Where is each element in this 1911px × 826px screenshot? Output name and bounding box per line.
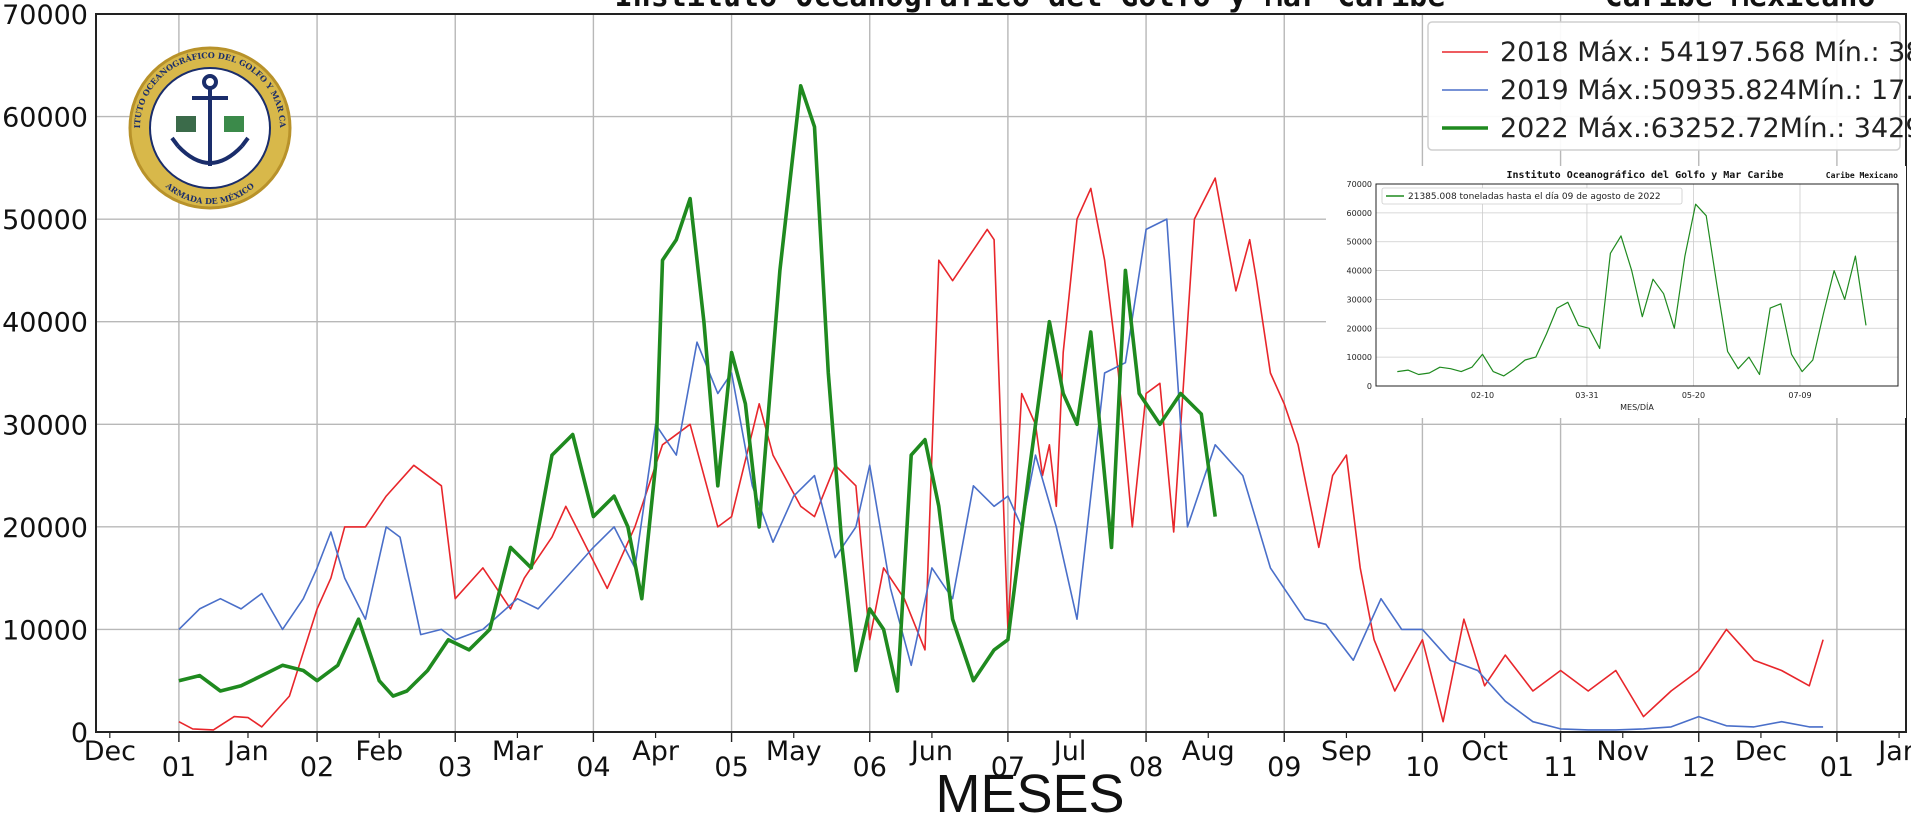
inset-chart: Instituto Oceanográfico del Golfo y Mar …: [1326, 166, 1906, 418]
x-minor-tick-label: Oct: [1461, 736, 1508, 767]
inset-legend-box: [1381, 187, 1683, 205]
inset-x-tick-label: 07-09: [1788, 391, 1811, 400]
x-minor-tick-label: Nov: [1596, 736, 1649, 767]
x-minor-tick-label: Dec: [1735, 736, 1787, 767]
x-major-tick-label: 01: [1820, 752, 1854, 783]
inset-y-tick-label: 40000: [1347, 267, 1372, 276]
inset-y-tick-label: 0: [1367, 382, 1372, 391]
x-minor-tick-label: Feb: [355, 736, 403, 767]
x-minor-tick-label: Dec: [84, 736, 136, 767]
x-major-tick-label: 04: [576, 752, 610, 783]
x-minor-tick-label: Apr: [632, 736, 680, 767]
x-minor-tick-label: Jul: [1052, 736, 1087, 767]
inset-x-tick-label: 02-10: [1471, 391, 1494, 400]
x-major-tick-label: 01: [162, 752, 196, 783]
legend-entry-label: 2019 Máx.:50935.824Mín.: 17.424: [1500, 75, 1911, 106]
inset-y-tick-label: 70000: [1347, 180, 1372, 189]
inset-series-line: [1397, 203, 1867, 377]
inset-x-tick-label: 03-31: [1575, 391, 1598, 400]
legend-entry-label: 2018 Máx.: 54197.568 Mín.: 38.016: [1500, 37, 1911, 68]
inset-legend-label: 21385.008 toneladas hasta el día 09 de a…: [1408, 192, 1661, 202]
legend: 2018 Máx.: 54197.568 Mín.: 38.016 2019 Má…: [1427, 21, 1911, 151]
logo: INSTITUTO OCEANOGRÁFICO DEL GOLFO Y MAR …: [128, 46, 292, 210]
x-major-tick-label: 09: [1267, 752, 1301, 783]
y-tick-label: 10000: [2, 615, 88, 646]
anchor-seal-icon: [170, 74, 250, 166]
y-tick-label: 70000: [2, 0, 88, 31]
inset-x-axis-label: MES/DÍA: [1620, 401, 1654, 412]
inset-subtitle: Caribe Mexicano: [1826, 170, 1898, 180]
inset-y-tick-label: 60000: [1347, 209, 1372, 218]
x-axis-label: MESES: [935, 764, 1124, 824]
x-major-tick-label: 03: [438, 752, 472, 783]
inset-y-tick-label: 30000: [1347, 295, 1372, 304]
inset-y-tick-label: 20000: [1347, 324, 1372, 333]
x-major-tick-label: 11: [1543, 752, 1577, 783]
x-major-tick-label: 12: [1682, 752, 1716, 783]
x-minor-tick-label: Sep: [1321, 736, 1372, 767]
x-minor-tick-label: May: [766, 736, 822, 767]
inset-title: Instituto Oceanográfico del Golfo y Mar …: [1507, 169, 1784, 181]
series-line-0: [178, 177, 1824, 731]
chart-subtitle: Caribe Mexicano: [1605, 0, 1876, 14]
x-major-tick-label: 02: [300, 752, 334, 783]
series-line-2: [178, 84, 1217, 698]
x-minor-tick-label: Jun: [909, 736, 953, 767]
inset-frame: [1375, 183, 1899, 387]
x-major-tick-label: 05: [714, 752, 748, 783]
x-minor-tick-label: Jan: [1876, 736, 1911, 767]
x-major-tick-label: 08: [1129, 752, 1163, 783]
y-tick-label: 0: [71, 718, 88, 749]
x-minor-tick-label: Mar: [492, 736, 544, 767]
y-tick-label: 30000: [2, 410, 88, 441]
chart-title: Instituto Oceanográfico del Golfo y Mar …: [615, 0, 1446, 14]
y-tick-label: 60000: [2, 103, 88, 134]
y-tick-label: 40000: [2, 308, 88, 339]
x-minor-tick-label: Jan: [225, 736, 269, 767]
x-major-tick-label: 06: [853, 752, 887, 783]
inset-y-tick-label: 50000: [1347, 238, 1372, 247]
inset-background: [1326, 166, 1906, 418]
inset-y-tick-label: 10000: [1347, 353, 1372, 362]
inset-x-tick-label: 05-20: [1682, 391, 1705, 400]
series-line-1: [178, 218, 1824, 731]
x-major-tick-label: 10: [1405, 752, 1439, 783]
legend-entry-label: 2022 Máx.:63252.72Mín.: 3429.072: [1500, 113, 1911, 144]
legend-box: [1427, 21, 1901, 151]
y-tick-label: 20000: [2, 513, 88, 544]
y-tick-label: 50000: [2, 205, 88, 236]
x-minor-tick-label: Aug: [1182, 736, 1235, 767]
x-major-tick-label: 07: [991, 752, 1025, 783]
